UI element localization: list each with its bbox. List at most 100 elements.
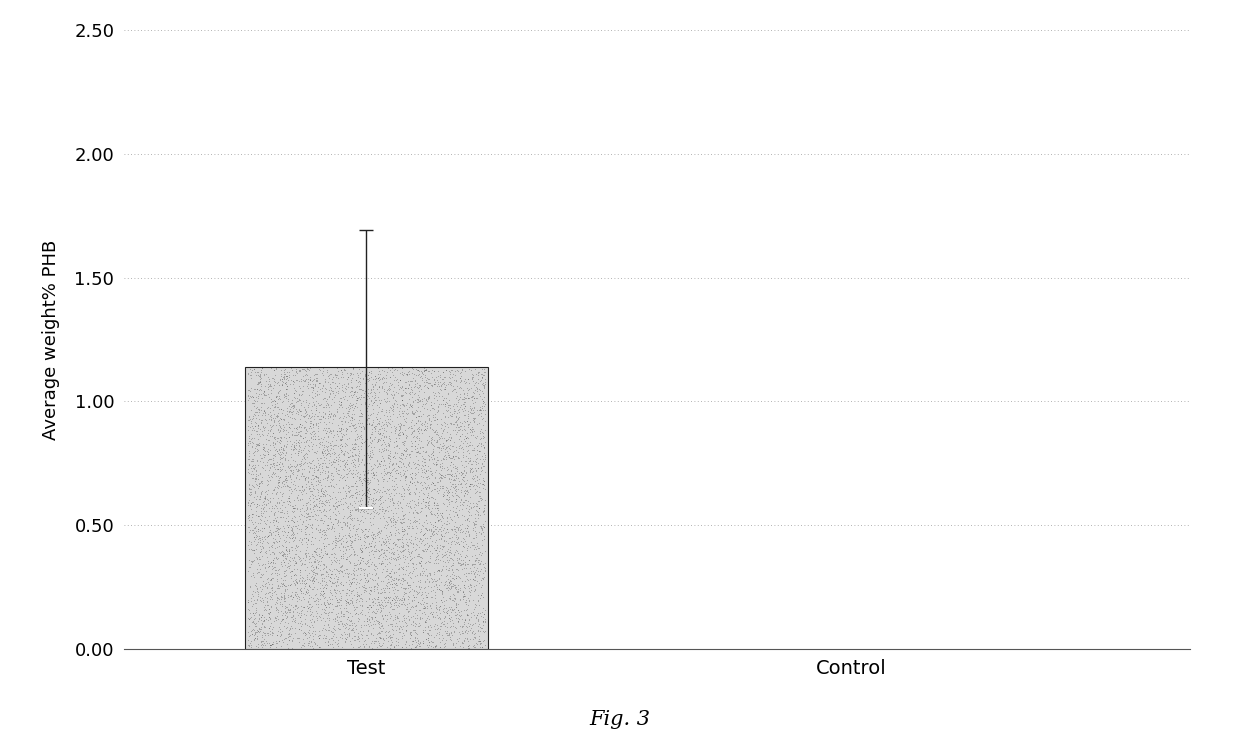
- Point: [335, 390, 355, 402]
- Point: [350, 472, 370, 484]
- Point: [387, 524, 407, 536]
- Point: [443, 452, 463, 464]
- Point: [308, 509, 327, 521]
- Point: [246, 459, 265, 471]
- Point: [445, 469, 465, 481]
- Point: [258, 537, 278, 549]
- Point: [239, 620, 259, 632]
- Point: [283, 464, 303, 476]
- Point: [370, 365, 389, 377]
- Point: [303, 400, 322, 412]
- Point: [410, 416, 430, 427]
- Point: [435, 527, 455, 539]
- Point: [399, 579, 419, 591]
- Point: [436, 500, 456, 512]
- Point: [332, 440, 352, 452]
- Point: [470, 638, 490, 650]
- Point: [363, 574, 383, 586]
- Point: [405, 642, 425, 653]
- Point: [456, 513, 476, 525]
- Point: [319, 480, 339, 492]
- Point: [429, 583, 449, 595]
- Point: [250, 490, 270, 502]
- Point: [350, 488, 370, 500]
- Point: [247, 539, 267, 551]
- Point: [262, 574, 281, 586]
- Point: [475, 415, 495, 427]
- Point: [365, 483, 384, 495]
- Point: [454, 579, 474, 591]
- Point: [388, 499, 408, 511]
- Point: [342, 592, 362, 604]
- Point: [461, 581, 481, 593]
- Point: [414, 456, 434, 468]
- Point: [327, 369, 347, 381]
- Point: [440, 410, 460, 421]
- Point: [409, 369, 429, 380]
- Point: [280, 406, 300, 418]
- Point: [405, 632, 425, 644]
- Point: [360, 567, 379, 579]
- Point: [449, 586, 469, 598]
- Point: [269, 380, 289, 392]
- Point: [407, 416, 427, 428]
- Point: [425, 483, 445, 495]
- Point: [377, 580, 397, 592]
- Point: [291, 444, 311, 456]
- Point: [329, 382, 348, 394]
- Point: [383, 507, 403, 518]
- Point: [409, 423, 429, 435]
- Point: [423, 612, 443, 624]
- Point: [339, 510, 358, 521]
- Point: [381, 609, 401, 621]
- Point: [299, 551, 319, 562]
- Point: [363, 528, 383, 540]
- Point: [414, 460, 434, 471]
- Point: [415, 477, 435, 489]
- Point: [464, 561, 484, 573]
- Point: [377, 420, 397, 432]
- Point: [405, 504, 425, 515]
- Point: [257, 429, 277, 441]
- Point: [315, 448, 335, 460]
- Point: [278, 631, 298, 643]
- Point: [296, 551, 316, 563]
- Point: [428, 553, 448, 565]
- Point: [260, 625, 280, 637]
- Point: [387, 514, 407, 526]
- Point: [454, 485, 474, 497]
- Point: [296, 586, 316, 598]
- Point: [389, 374, 409, 386]
- Point: [433, 490, 453, 502]
- Point: [334, 579, 353, 591]
- Point: [257, 581, 277, 593]
- Point: [378, 484, 398, 496]
- Point: [310, 363, 330, 375]
- Point: [372, 501, 392, 513]
- Point: [339, 480, 358, 492]
- Point: [248, 525, 268, 537]
- Point: [410, 560, 430, 571]
- Point: [331, 424, 351, 436]
- Point: [365, 378, 384, 390]
- Point: [368, 406, 388, 418]
- Point: [382, 547, 402, 559]
- Point: [341, 615, 361, 627]
- Point: [456, 392, 476, 404]
- Point: [417, 420, 436, 432]
- Point: [274, 413, 294, 424]
- Point: [348, 474, 368, 486]
- Point: [322, 480, 342, 492]
- Point: [249, 532, 269, 544]
- Point: [383, 542, 403, 554]
- Point: [346, 400, 366, 412]
- Point: [371, 605, 391, 617]
- Point: [410, 576, 430, 588]
- Point: [299, 513, 319, 525]
- Point: [417, 465, 436, 477]
- Point: [449, 406, 469, 418]
- Point: [252, 533, 272, 545]
- Point: [471, 495, 491, 507]
- Point: [274, 369, 294, 380]
- Point: [384, 612, 404, 624]
